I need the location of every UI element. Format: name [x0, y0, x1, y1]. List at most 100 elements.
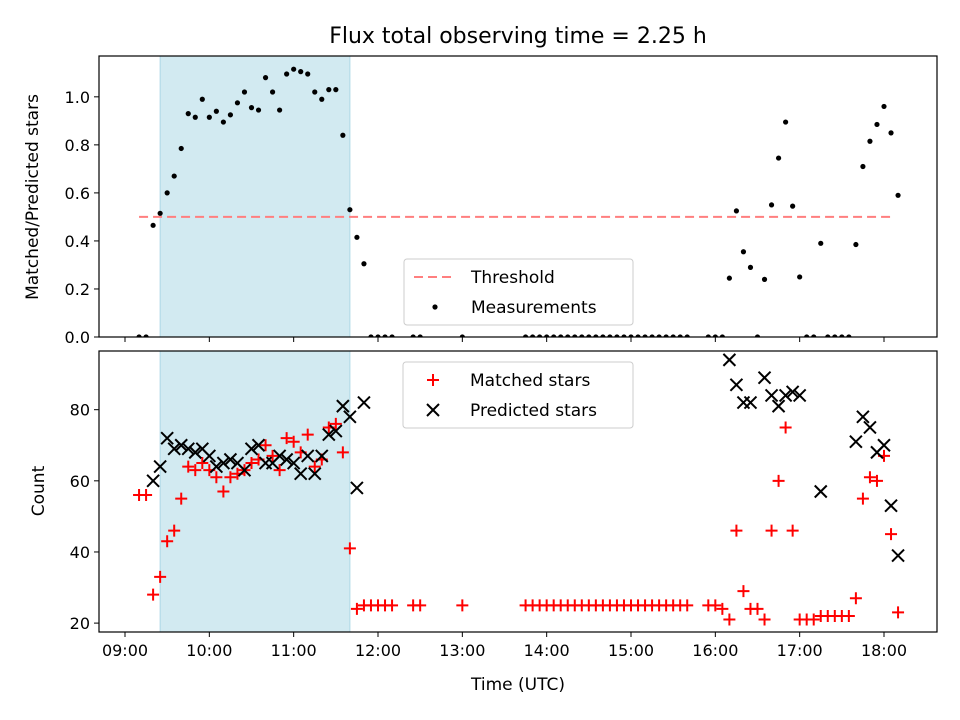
- matched-star-marker: [870, 474, 883, 487]
- measurement-point: [811, 334, 817, 337]
- measurement-point: [213, 108, 219, 114]
- x-tick-label: 09:00: [102, 641, 148, 660]
- measurement-point: [705, 334, 711, 337]
- predicted-star-marker: [792, 388, 807, 403]
- y-tick-label: 0.4: [65, 232, 90, 251]
- predicted-star-marker: [743, 395, 758, 410]
- measurement-point: [551, 334, 557, 337]
- predicted-star-marker: [849, 434, 863, 449]
- measurement-point: [326, 87, 332, 93]
- predicted-star-marker: [757, 370, 772, 385]
- measurement-point: [241, 89, 248, 95]
- measurement-point: [150, 222, 156, 228]
- predicted-star-marker: [856, 410, 870, 424]
- predicted-star-marker: [343, 410, 357, 424]
- matched-star-marker: [273, 464, 286, 477]
- matched-star-marker: [343, 542, 356, 555]
- predicted-star-marker: [153, 459, 167, 474]
- y-tick-label: 40: [70, 543, 90, 562]
- measurement-points: [136, 66, 901, 337]
- measurement-point: [733, 208, 740, 214]
- measurement-point: [333, 87, 339, 93]
- measurement-point: [199, 96, 205, 102]
- matched-star-marker: [737, 585, 750, 598]
- measurement-point: [874, 121, 880, 128]
- measurement-point: [178, 145, 184, 152]
- predicted-star-marker: [286, 456, 301, 470]
- measurement-point: [220, 119, 226, 125]
- x-tick-label: 16:00: [692, 641, 738, 660]
- chart-title: Flux total observing time = 2.25 h: [329, 24, 707, 49]
- predicted-star-marker: [315, 449, 329, 463]
- matched-star-marker: [751, 602, 764, 615]
- count-y-axis-label: Count: [29, 465, 49, 516]
- matched-star-marker: [849, 592, 862, 605]
- predicted-star-marker: [293, 467, 308, 481]
- measurement-point: [579, 334, 585, 337]
- measurement-point: [284, 71, 290, 77]
- matched-star-marker: [892, 606, 905, 619]
- measurement-point: [312, 89, 318, 95]
- measurement-point: [361, 261, 367, 267]
- measurement-point: [621, 334, 627, 337]
- measurement-point: [860, 163, 866, 170]
- measurement-point: [684, 334, 690, 337]
- matched-star-marker: [287, 435, 300, 448]
- matched-star-marker: [730, 524, 743, 537]
- measurement-point: [818, 240, 824, 246]
- measurement-point: [234, 100, 241, 106]
- measurement-point: [775, 155, 782, 161]
- measurement-point: [797, 274, 803, 280]
- predicted-star-marker: [729, 378, 744, 392]
- measurement-point: [586, 334, 592, 337]
- matched-star-marker: [147, 588, 160, 601]
- measurement-point: [846, 334, 852, 337]
- matched-star-marker: [266, 449, 279, 462]
- matched-star-marker: [168, 524, 181, 537]
- measurement-point: [417, 334, 423, 337]
- predicted-star-marker: [301, 449, 315, 463]
- measurement-point: [262, 75, 269, 81]
- matched-star-marker: [259, 439, 272, 452]
- measurement-point: [277, 107, 283, 113]
- y-tick-label: 0.6: [65, 184, 90, 203]
- predicted-star-marker: [785, 385, 800, 399]
- measurement-point: [522, 334, 529, 337]
- measurement-point: [368, 334, 374, 337]
- predicted-star-marker: [764, 388, 779, 403]
- x-tick-label: 11:00: [271, 641, 317, 660]
- measurement-point: [853, 241, 859, 248]
- measurement-point: [558, 334, 564, 337]
- measurement-point: [832, 334, 838, 337]
- measurement-point: [305, 71, 311, 77]
- measurement-point: [192, 114, 198, 120]
- matched-star-marker: [196, 457, 209, 470]
- measurement-point: [881, 103, 887, 110]
- predicted-star-marker: [244, 442, 259, 456]
- measurement-point: [565, 334, 571, 337]
- predicted-star-marker: [877, 438, 891, 452]
- count-markers: [133, 353, 905, 626]
- predicted-star-marker: [308, 467, 322, 481]
- legend-threshold-label: Threshold: [470, 268, 555, 288]
- measurement-point: [136, 334, 142, 337]
- measurement-point: [649, 334, 655, 337]
- legend-measurements-label: Measurements: [471, 298, 597, 318]
- ratio-panel: 0.0 0.2 0.4 0.6 0.8 1.0 Matched/Predicted sta…: [23, 55, 938, 347]
- matched-star-marker: [154, 570, 167, 583]
- count-legend: Matched stars Predicted stars: [402, 361, 634, 429]
- predicted-star-marker: [350, 481, 364, 495]
- matched-star-marker: [217, 485, 230, 498]
- matched-star-marker: [842, 609, 855, 622]
- measurement-point: [164, 190, 170, 196]
- predicted-star-marker: [181, 442, 195, 456]
- y-tick-label: 1.0: [65, 88, 90, 107]
- measurement-point: [340, 132, 346, 138]
- matched-star-marker: [210, 471, 223, 484]
- x-tick-label: 14:00: [524, 641, 570, 660]
- matched-star-marker: [786, 524, 799, 537]
- measurement-point: [761, 276, 768, 282]
- measurement-point: [790, 203, 796, 209]
- measurement-point: [600, 334, 606, 337]
- measurement-point: [642, 334, 648, 337]
